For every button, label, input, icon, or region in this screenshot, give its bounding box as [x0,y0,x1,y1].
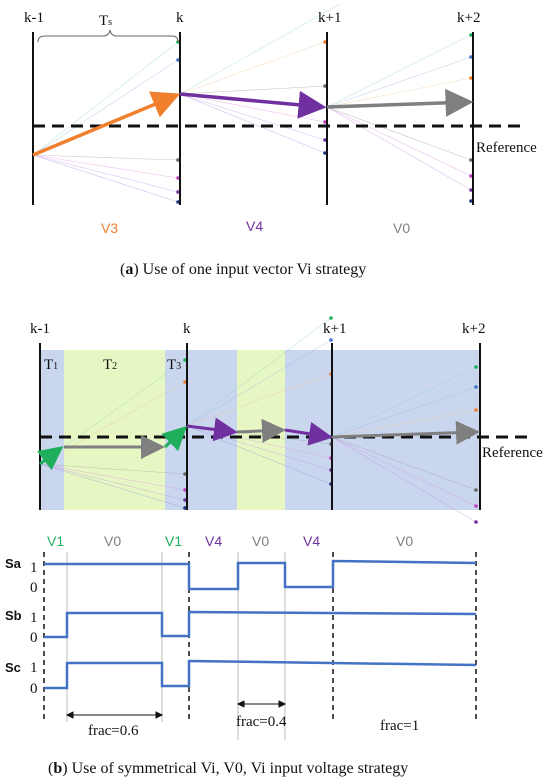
vector-label: V4 [303,533,320,549]
caption-a: (a) Use of one input vector Vi strategy [120,261,366,278]
t1-label: T1 [44,357,58,373]
signal-name: Sa [5,556,22,571]
signal-name: Sc [5,660,21,675]
k-label: k+2 [457,10,480,26]
vector-label: V0 [104,533,121,549]
vector-v4-arrow [186,417,238,442]
band-k-plus-1-v0 [332,350,480,510]
vector-v3-arrow [32,91,181,157]
panel-a-candidate-vectors [32,3,472,203]
frac-label: frac=0.4 [236,714,287,730]
vector-v0-arrow [326,88,474,117]
vector-label: V4 [205,533,222,549]
panel-b: k-1 k k+1 k+2 T1 T2 T3 Reference V1 V0 V… [5,316,543,777]
vector-label: V0 [396,533,413,549]
frac-label: frac=1 [380,718,419,734]
vector-v4-arrow [284,421,333,446]
vector-label: V0 [393,220,410,236]
k-label: k-1 [24,10,44,26]
vector-label: V3 [101,220,118,236]
signal-low: 0 [30,681,38,697]
vector-v1-arrow [161,425,188,452]
caption-b: (b) Use of symmetrical Vi, V0, Vi input … [48,760,408,777]
ts-brace [37,29,179,43]
transition-guides [66,552,286,740]
signal-sc-waveform [44,659,477,690]
panel-b-candidate-vectors [39,317,477,523]
band-t2 [64,350,165,510]
signal-sa-waveform [44,559,477,591]
signal-low: 0 [30,630,38,646]
ts-label: Ts [99,13,112,29]
signal-sb-waveform [44,610,477,639]
k-label: k+1 [318,10,341,26]
signal-high: 1 [30,660,38,676]
vector-v0-arrow [236,418,286,443]
k-label: k-1 [30,321,50,337]
vector-v1-arrow [37,446,64,471]
k-label: k [183,321,191,337]
signal-high: 1 [30,610,38,626]
vector-label: V1 [47,533,64,549]
vector-v4-arrow [179,90,327,119]
vector-label: V0 [252,533,269,549]
panel-a-candidate-markers [176,33,473,204]
k-label: k [176,10,184,26]
reference-label: Reference [482,445,543,461]
vector-label: V1 [165,533,182,549]
k-label: k+2 [462,321,485,337]
frac-arrows [65,700,287,719]
signal-high: 1 [30,560,38,576]
frac-label: frac=0.6 [88,723,139,739]
t3-label: T3 [167,357,181,373]
vector-v0-arrow [331,420,480,445]
k-label: k+1 [323,321,346,337]
vector-label: V4 [246,218,263,234]
period-dividers [43,552,477,722]
band-t1 [40,350,64,510]
signal-low: 0 [30,580,38,596]
t2-label: T2 [103,357,117,373]
panel-a: Ts k-1 k k+1 k+2 Reference V3 V4 V0 (a) … [24,3,537,278]
signal-name: Sb [5,608,22,623]
reference-label: Reference [476,140,537,156]
